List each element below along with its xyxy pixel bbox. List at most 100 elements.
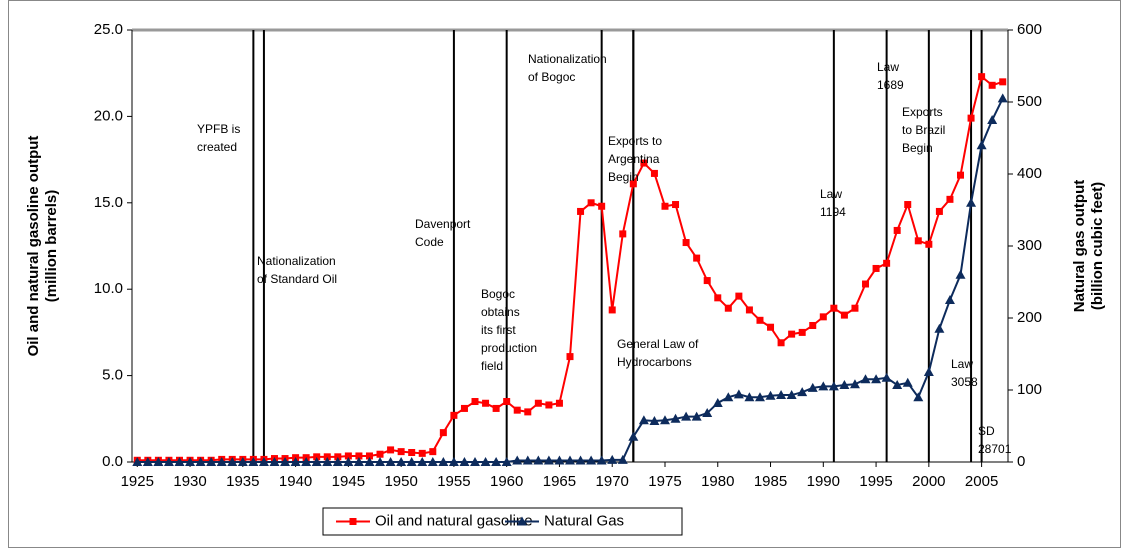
annotation: created [197,140,237,154]
marker [385,457,396,466]
marker [575,455,586,465]
annotation: Begin [608,170,639,184]
marker [311,457,322,466]
marker [459,457,470,466]
marker [693,254,701,262]
marker [216,457,227,466]
marker [460,404,468,412]
marker [406,457,417,466]
marker [914,237,922,245]
chart-border [8,0,1121,548]
y2-axis-title-line: Natural gas output [1071,180,1088,313]
marker [818,381,829,391]
marker [174,457,185,466]
marker [946,195,954,203]
x-tick-label: 1925 [121,473,154,490]
marker [902,377,913,387]
y2-tick-label: 0 [1017,453,1025,470]
x-tick-label: 1935 [226,473,259,490]
marker [365,452,373,460]
marker [555,399,563,407]
marker [988,81,996,89]
marker [788,330,796,338]
y-axis-title-line: (million barrels) [43,190,60,303]
marker [522,455,533,465]
marker [524,408,532,416]
marker [545,401,553,409]
annotation: Hydrocarbons [617,355,692,369]
x-tick-label: 2000 [912,473,945,490]
marker [608,306,616,314]
marker [849,379,860,389]
annotation: Exports to [608,134,662,148]
legend-label: Natural Gas [544,512,624,529]
marker [322,457,333,466]
marker [976,140,987,150]
marker [670,413,681,423]
marker [744,392,755,402]
marker [448,457,459,466]
marker [923,367,934,376]
marker [534,399,542,407]
marker [756,316,764,324]
y2-axis-title-line: (billion cubic feet) [1089,182,1106,310]
marker [851,304,859,312]
y2-tick-label: 400 [1017,165,1042,182]
marker [227,457,238,466]
marker [438,457,449,466]
marker [185,457,196,466]
annotation: its first [481,323,516,337]
marker [733,389,744,399]
marker [355,452,363,460]
annotation: Law [951,357,973,371]
marker [628,431,639,441]
marker [577,207,585,215]
marker [554,455,565,465]
y-tick-label: 25.0 [94,21,123,38]
marker [807,382,818,392]
marker [871,374,882,384]
marker [408,448,416,456]
marker [480,457,491,466]
marker [418,449,426,457]
marker [619,230,627,238]
x-tick-label: 1985 [754,473,787,490]
x-tick-label: 1940 [279,473,312,490]
x-tick-label: 1975 [648,473,681,490]
legend-box [322,507,683,536]
marker [862,280,870,288]
y-tick-label: 0.0 [102,453,123,470]
annotation: YPFB is [197,122,240,136]
marker [767,323,775,331]
y2-tick-label: 200 [1017,309,1042,326]
marker [427,457,438,466]
x-tick-label: 1930 [173,473,206,490]
annotation: field [481,359,503,373]
marker [566,353,574,361]
marker [828,381,839,391]
marker [691,411,702,421]
x-tick-label: 1960 [490,473,523,490]
marker [334,453,342,461]
y2-axis-title: Natural gas output (billion cubic feet) [1071,180,1106,313]
x-tick-label: 1950 [384,473,417,490]
y2-tick-label: 600 [1017,21,1042,38]
marker [997,93,1008,103]
annotation: 3058 [951,375,978,389]
annotation: obtains [481,305,520,319]
marker [765,390,776,400]
annotation: General Law of [617,337,699,351]
marker [883,259,891,267]
y-tick-label: 10.0 [94,280,123,297]
marker [944,295,955,304]
marker [586,455,597,465]
marker [153,457,164,466]
marker [966,197,977,207]
marker [323,453,331,461]
marker [450,411,458,419]
marker [819,313,827,321]
y-axis-title-line: Oil and natural gasoline output [25,136,42,357]
marker [376,450,384,458]
marker [649,415,660,425]
